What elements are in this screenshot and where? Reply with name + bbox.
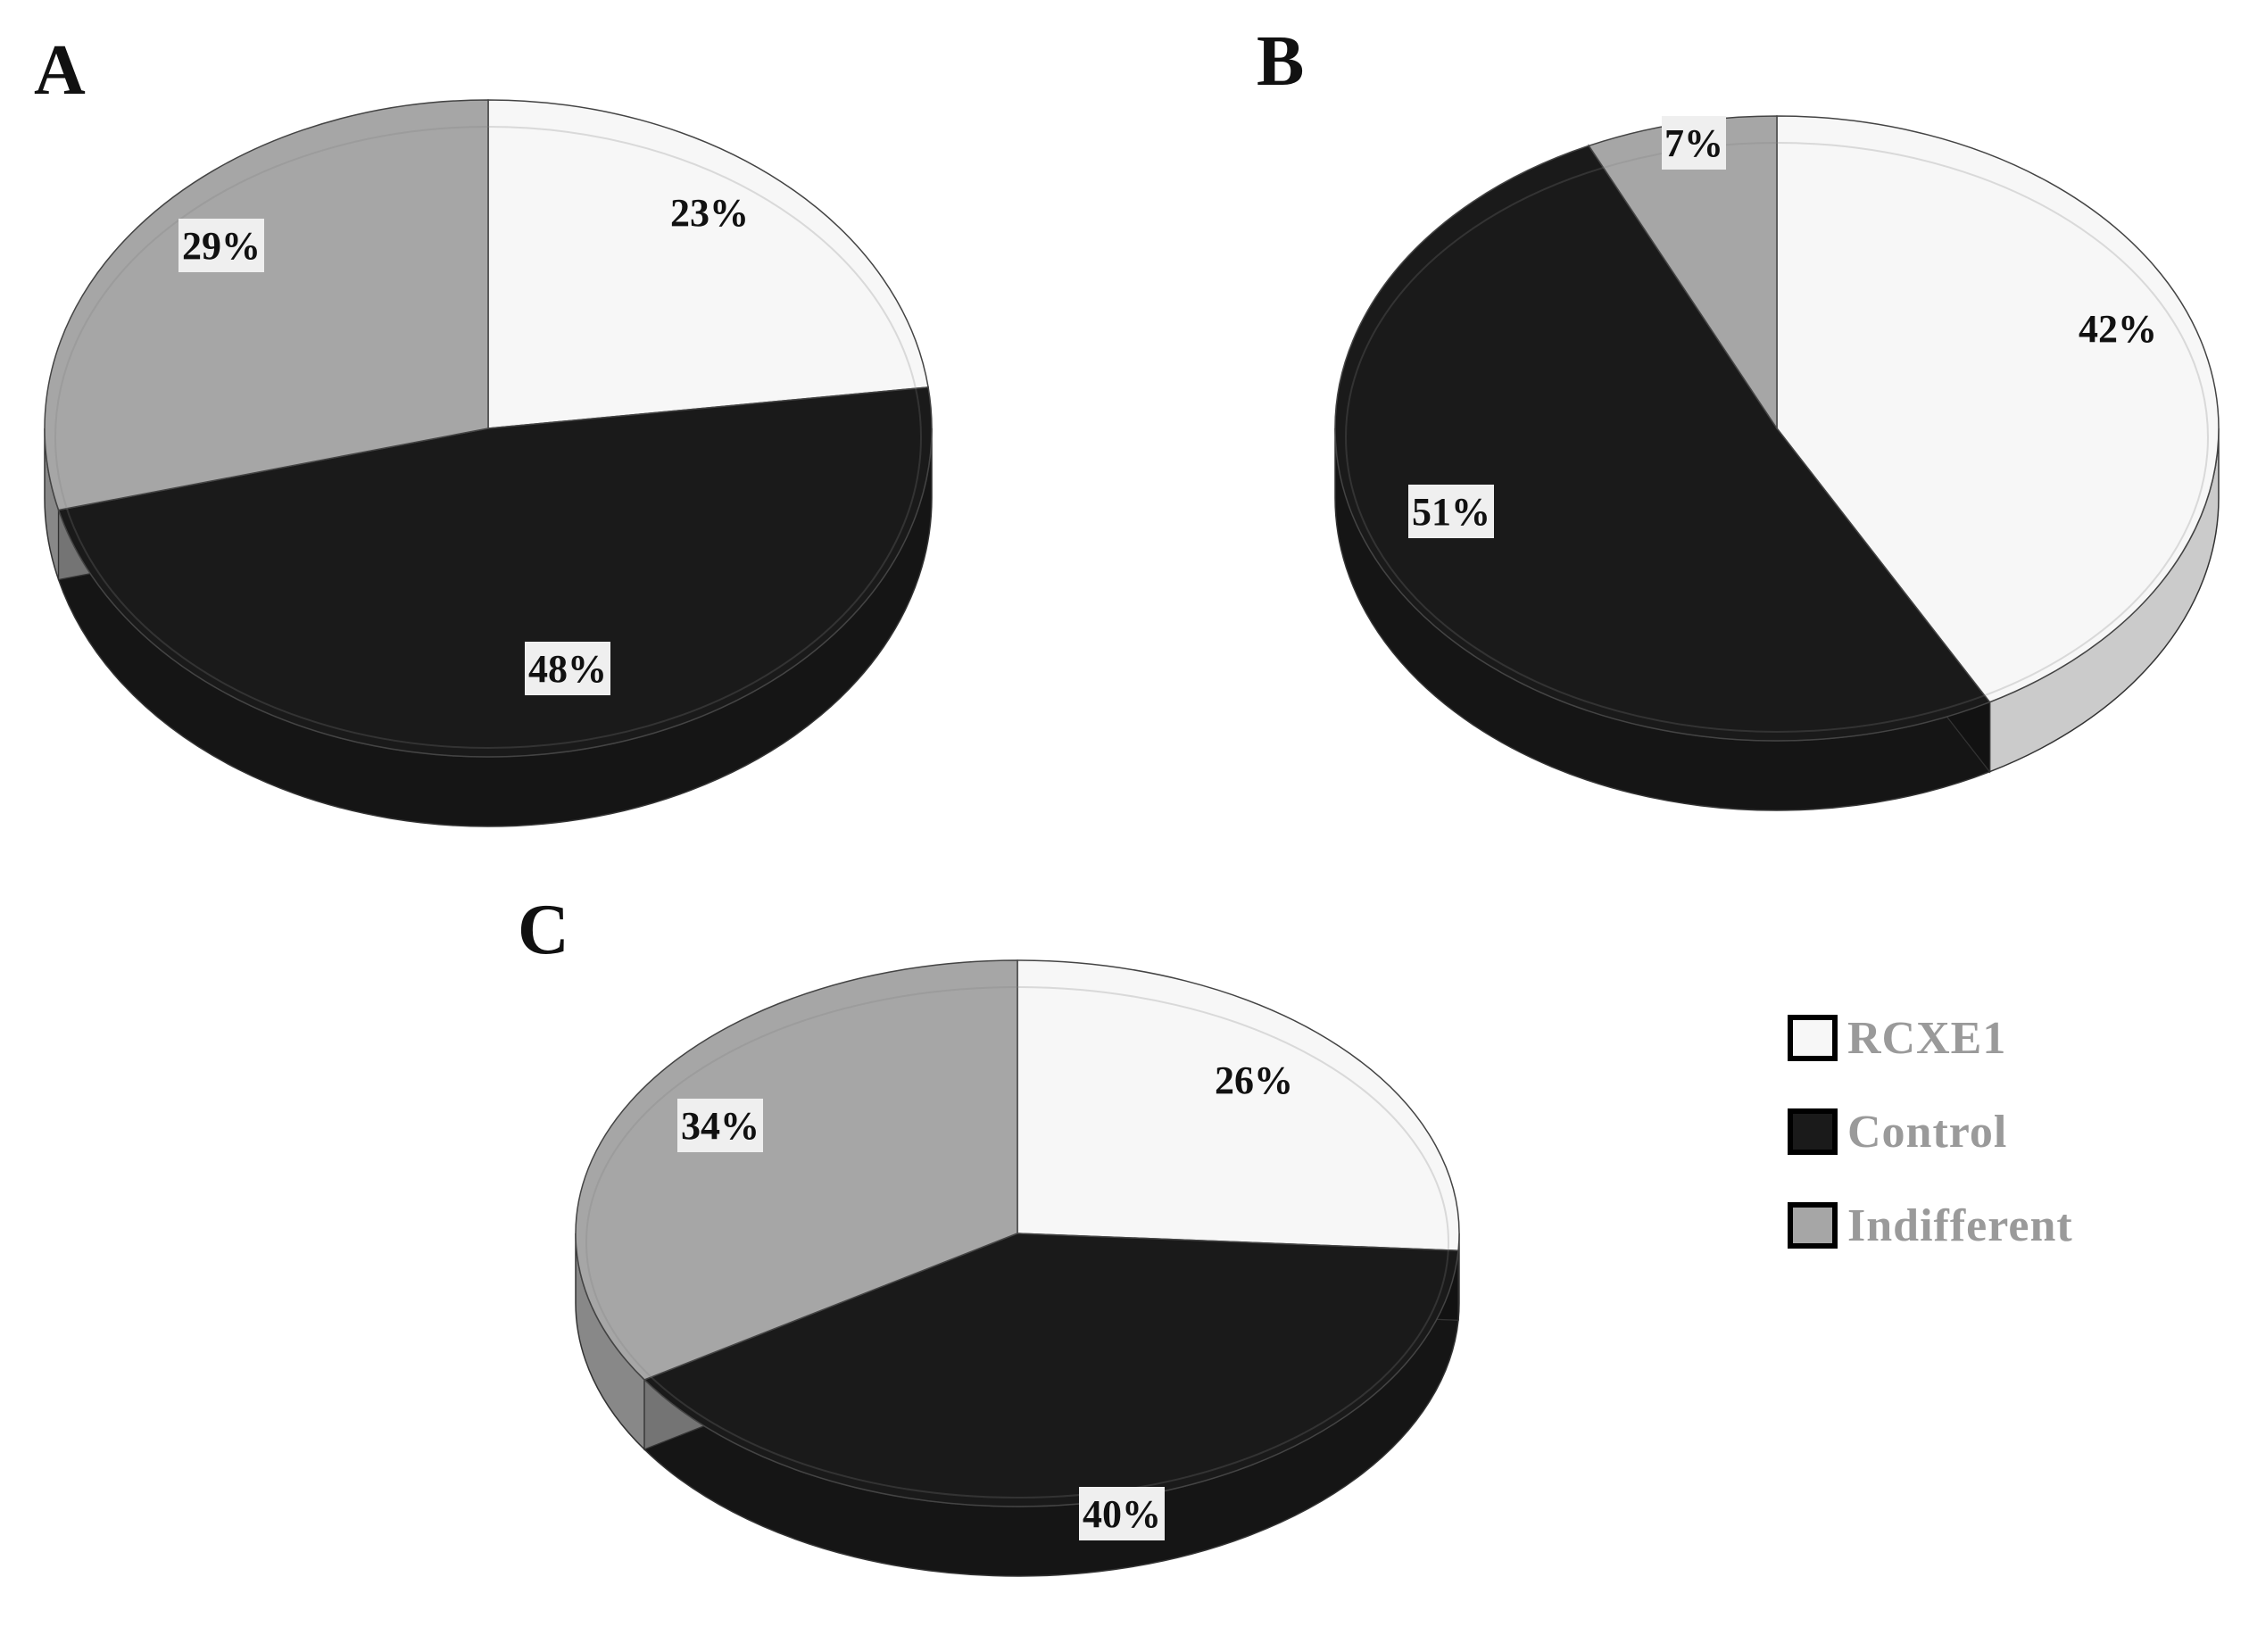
legend-label-indifferent: Indifferent [1847,1200,2073,1251]
pie-b-label-control: 51% [1412,490,1490,534]
pie-c-inner-ring [585,986,1449,1498]
pie-b-label-box-indifferent [1662,116,1726,170]
pie-b-slice-control [1334,145,1991,742]
pie-c-label-indifferent: 34% [681,1104,759,1148]
pie-a-slice-indifferent [44,99,489,511]
pie-c-label-box-indifferent [677,1099,763,1152]
pie-a-inner-ring [54,126,922,749]
legend-label-rcxe1: RCXE1 [1847,1013,2006,1064]
legend-swatch-rcxe1 [1788,1015,1838,1061]
pie-c-slice-rcxe1 [1017,959,1460,1251]
pie-b-label-indifferent: 7% [1664,121,1723,165]
pie-b-label-box-control [1408,485,1494,538]
legend-swatch-indifferent [1788,1202,1838,1249]
pie-c-label-rcxe1: 26% [1215,1058,1293,1102]
legend-item-rcxe1: RCXE1 [1788,1013,2006,1064]
pie-b-inner-ring [1345,142,2209,733]
pie-a-label-control: 48% [528,647,607,691]
legend-label-control: Control [1847,1107,2007,1158]
pie-a-label-box-indifferent [178,219,264,272]
pie-chart-c: 26% 40% 34% [575,959,1460,1577]
pie-a-slice-rcxe1 [487,99,929,429]
panel-letter-c: C [518,891,569,969]
pie-b-label-rcxe1: 42% [2079,307,2157,351]
panel-letter-a: A [34,31,86,110]
panel-letter-b: B [1257,22,1304,101]
legend-swatch-control [1788,1108,1838,1155]
pie-a-label-box-control [525,642,610,695]
pie-c-label-box-control [1079,1487,1165,1540]
pie-chart-a: 23% 48% 29% [44,99,933,827]
pie-c-slice-indifferent [575,959,1018,1381]
pie-a-label-rcxe1: 23% [670,191,749,235]
pie-c-label-control: 40% [1083,1492,1161,1536]
pie-chart-b: 42% 51% 7% [1334,115,2220,811]
pie-b-slice-rcxe1 [1776,115,2220,703]
pie-a-label-indifferent: 29% [182,224,261,268]
legend: RCXE1 Control Indifferent [1788,1013,2073,1251]
legend-item-indifferent: Indifferent [1788,1200,2073,1251]
pie-a-slice-control [57,386,933,758]
legend-item-control: Control [1788,1107,2007,1158]
